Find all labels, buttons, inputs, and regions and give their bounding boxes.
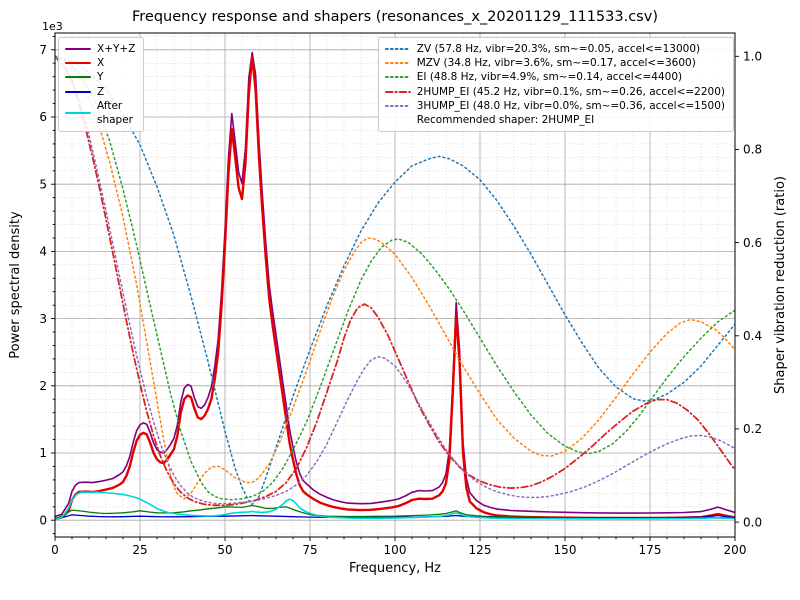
- left-y-tick-label: 2: [39, 379, 47, 393]
- legend-entry: After shaper: [65, 99, 135, 127]
- legend-line-sample: [384, 90, 411, 93]
- legend-line-sample: [65, 76, 91, 79]
- x-axis-label: Frequency, Hz: [349, 561, 441, 576]
- x-tick-label: 75: [302, 543, 317, 557]
- legend-entry-label: 3HUMP_EI (48.0 Hz, vibr=0.0%, sm~=0.36, …: [416, 99, 725, 112]
- right-y-tick-label: 0.6: [743, 236, 762, 250]
- x-tick-label: 150: [554, 543, 577, 557]
- series-line-zv: [55, 55, 735, 506]
- left-y-axis-label: Power spectral density: [8, 211, 23, 359]
- right-y-axis-label: Shaper vibration reduction (ratio): [773, 176, 788, 394]
- left-y-tick-label: 5: [39, 177, 47, 191]
- right-y-tick-label: 1.0: [743, 50, 762, 64]
- right-y-tick-label: 0.8: [743, 143, 762, 157]
- legend-line-sample: [65, 111, 91, 114]
- legend-line-sample: [385, 115, 411, 125]
- legend-line-sample: [384, 62, 411, 65]
- x-tick-label: 0: [51, 543, 59, 557]
- ticks: [51, 35, 739, 541]
- right-y-tick-label: 0.0: [743, 515, 762, 529]
- left-y-tick-label: 7: [39, 43, 47, 57]
- left-y-tick-label: 0: [39, 513, 47, 527]
- left-y-tick-label: 1: [39, 446, 47, 460]
- legend-entry: 3HUMP_EI (48.0 Hz, vibr=0.0%, sm~=0.36, …: [384, 99, 725, 113]
- series-line-xyz: [55, 51, 735, 518]
- axis-offset-text: 1e3: [42, 20, 63, 33]
- legend-entry-label: X: [97, 57, 105, 70]
- legend-entry-label: ZV (57.8 Hz, vibr=20.3%, sm~=0.05, accel…: [416, 43, 701, 55]
- series-line-x: [55, 55, 735, 521]
- series-lines: [55, 51, 735, 521]
- legend-entry: Recommended shaper: 2HUMP_EI: [385, 113, 725, 127]
- legend-entry: ZV (57.8 Hz, vibr=20.3%, sm~=0.05, accel…: [384, 42, 725, 56]
- legend-entry-label: MZV (34.8 Hz, vibr=3.6%, sm~=0.17, accel…: [416, 57, 696, 70]
- legend-entry: X+Y+Z: [65, 42, 135, 56]
- legend-entry-label: EI (48.8 Hz, vibr=4.9%, sm~=0.14, accel<…: [416, 71, 683, 84]
- x-tick-label: 50: [217, 543, 232, 557]
- legend-entry-label: Y: [97, 71, 104, 84]
- left-y-tick-label: 4: [39, 245, 47, 259]
- legend-line-sample: [384, 48, 411, 51]
- x-tick-label: 100: [384, 543, 407, 557]
- series-line-hump3: [55, 55, 735, 505]
- x-tick-label: 200: [724, 543, 747, 557]
- legend-entry: EI (48.8 Hz, vibr=4.9%, sm~=0.14, accel<…: [384, 70, 725, 84]
- right-y-tick-label: 0.4: [743, 329, 762, 343]
- x-tick-label: 25: [132, 543, 147, 557]
- legend-line-sample: [65, 90, 91, 93]
- legend-entry: X: [65, 56, 135, 70]
- left-y-tick-label: 3: [39, 312, 47, 326]
- right-y-tick-label: 0.2: [743, 422, 762, 436]
- left-y-tick-label: 6: [39, 110, 47, 124]
- legend-line-sample: [65, 62, 91, 65]
- series-line-hump2: [55, 55, 735, 507]
- legend-entry: MZV (34.8 Hz, vibr=3.6%, sm~=0.17, accel…: [384, 56, 725, 70]
- x-tick-label: 175: [639, 543, 662, 557]
- legend-psd: X+Y+Z X Y Z After shaper: [58, 37, 145, 133]
- legend-entry: Y: [65, 70, 135, 84]
- legend-entry: 2HUMP_EI (45.2 Hz, vibr=0.1%, sm~=0.26, …: [384, 85, 725, 99]
- legend-line-sample: [384, 104, 411, 107]
- legend-line-sample: [384, 76, 411, 79]
- series-line-after: [55, 491, 735, 521]
- legend-entry-label: 2HUMP_EI (45.2 Hz, vibr=0.1%, sm~=0.26, …: [416, 85, 725, 98]
- tick-labels: 0 25 50 75 100 125 150 175 200 0 1 2 3 4 5 6 7 0.0 0.2 0.4 0…: [39, 43, 762, 557]
- legend-entry: Z: [65, 85, 135, 99]
- legend-entry-label: After shaper: [97, 99, 134, 126]
- legend-entry-label: X+Y+Z: [97, 43, 136, 55]
- x-tick-label: 125: [469, 543, 492, 557]
- chart-title: Frequency response and shapers (resonanc…: [132, 9, 658, 25]
- legend-entry-label: Z: [97, 85, 105, 98]
- series-line-mzv: [55, 55, 735, 500]
- legend-entry-label: Recommended shaper: 2HUMP_EI: [416, 113, 595, 126]
- legend-shapers: ZV (57.8 Hz, vibr=20.3%, sm~=0.05, accel…: [377, 37, 734, 133]
- series-line-ei: [55, 55, 735, 501]
- legend-line-sample: [65, 48, 91, 51]
